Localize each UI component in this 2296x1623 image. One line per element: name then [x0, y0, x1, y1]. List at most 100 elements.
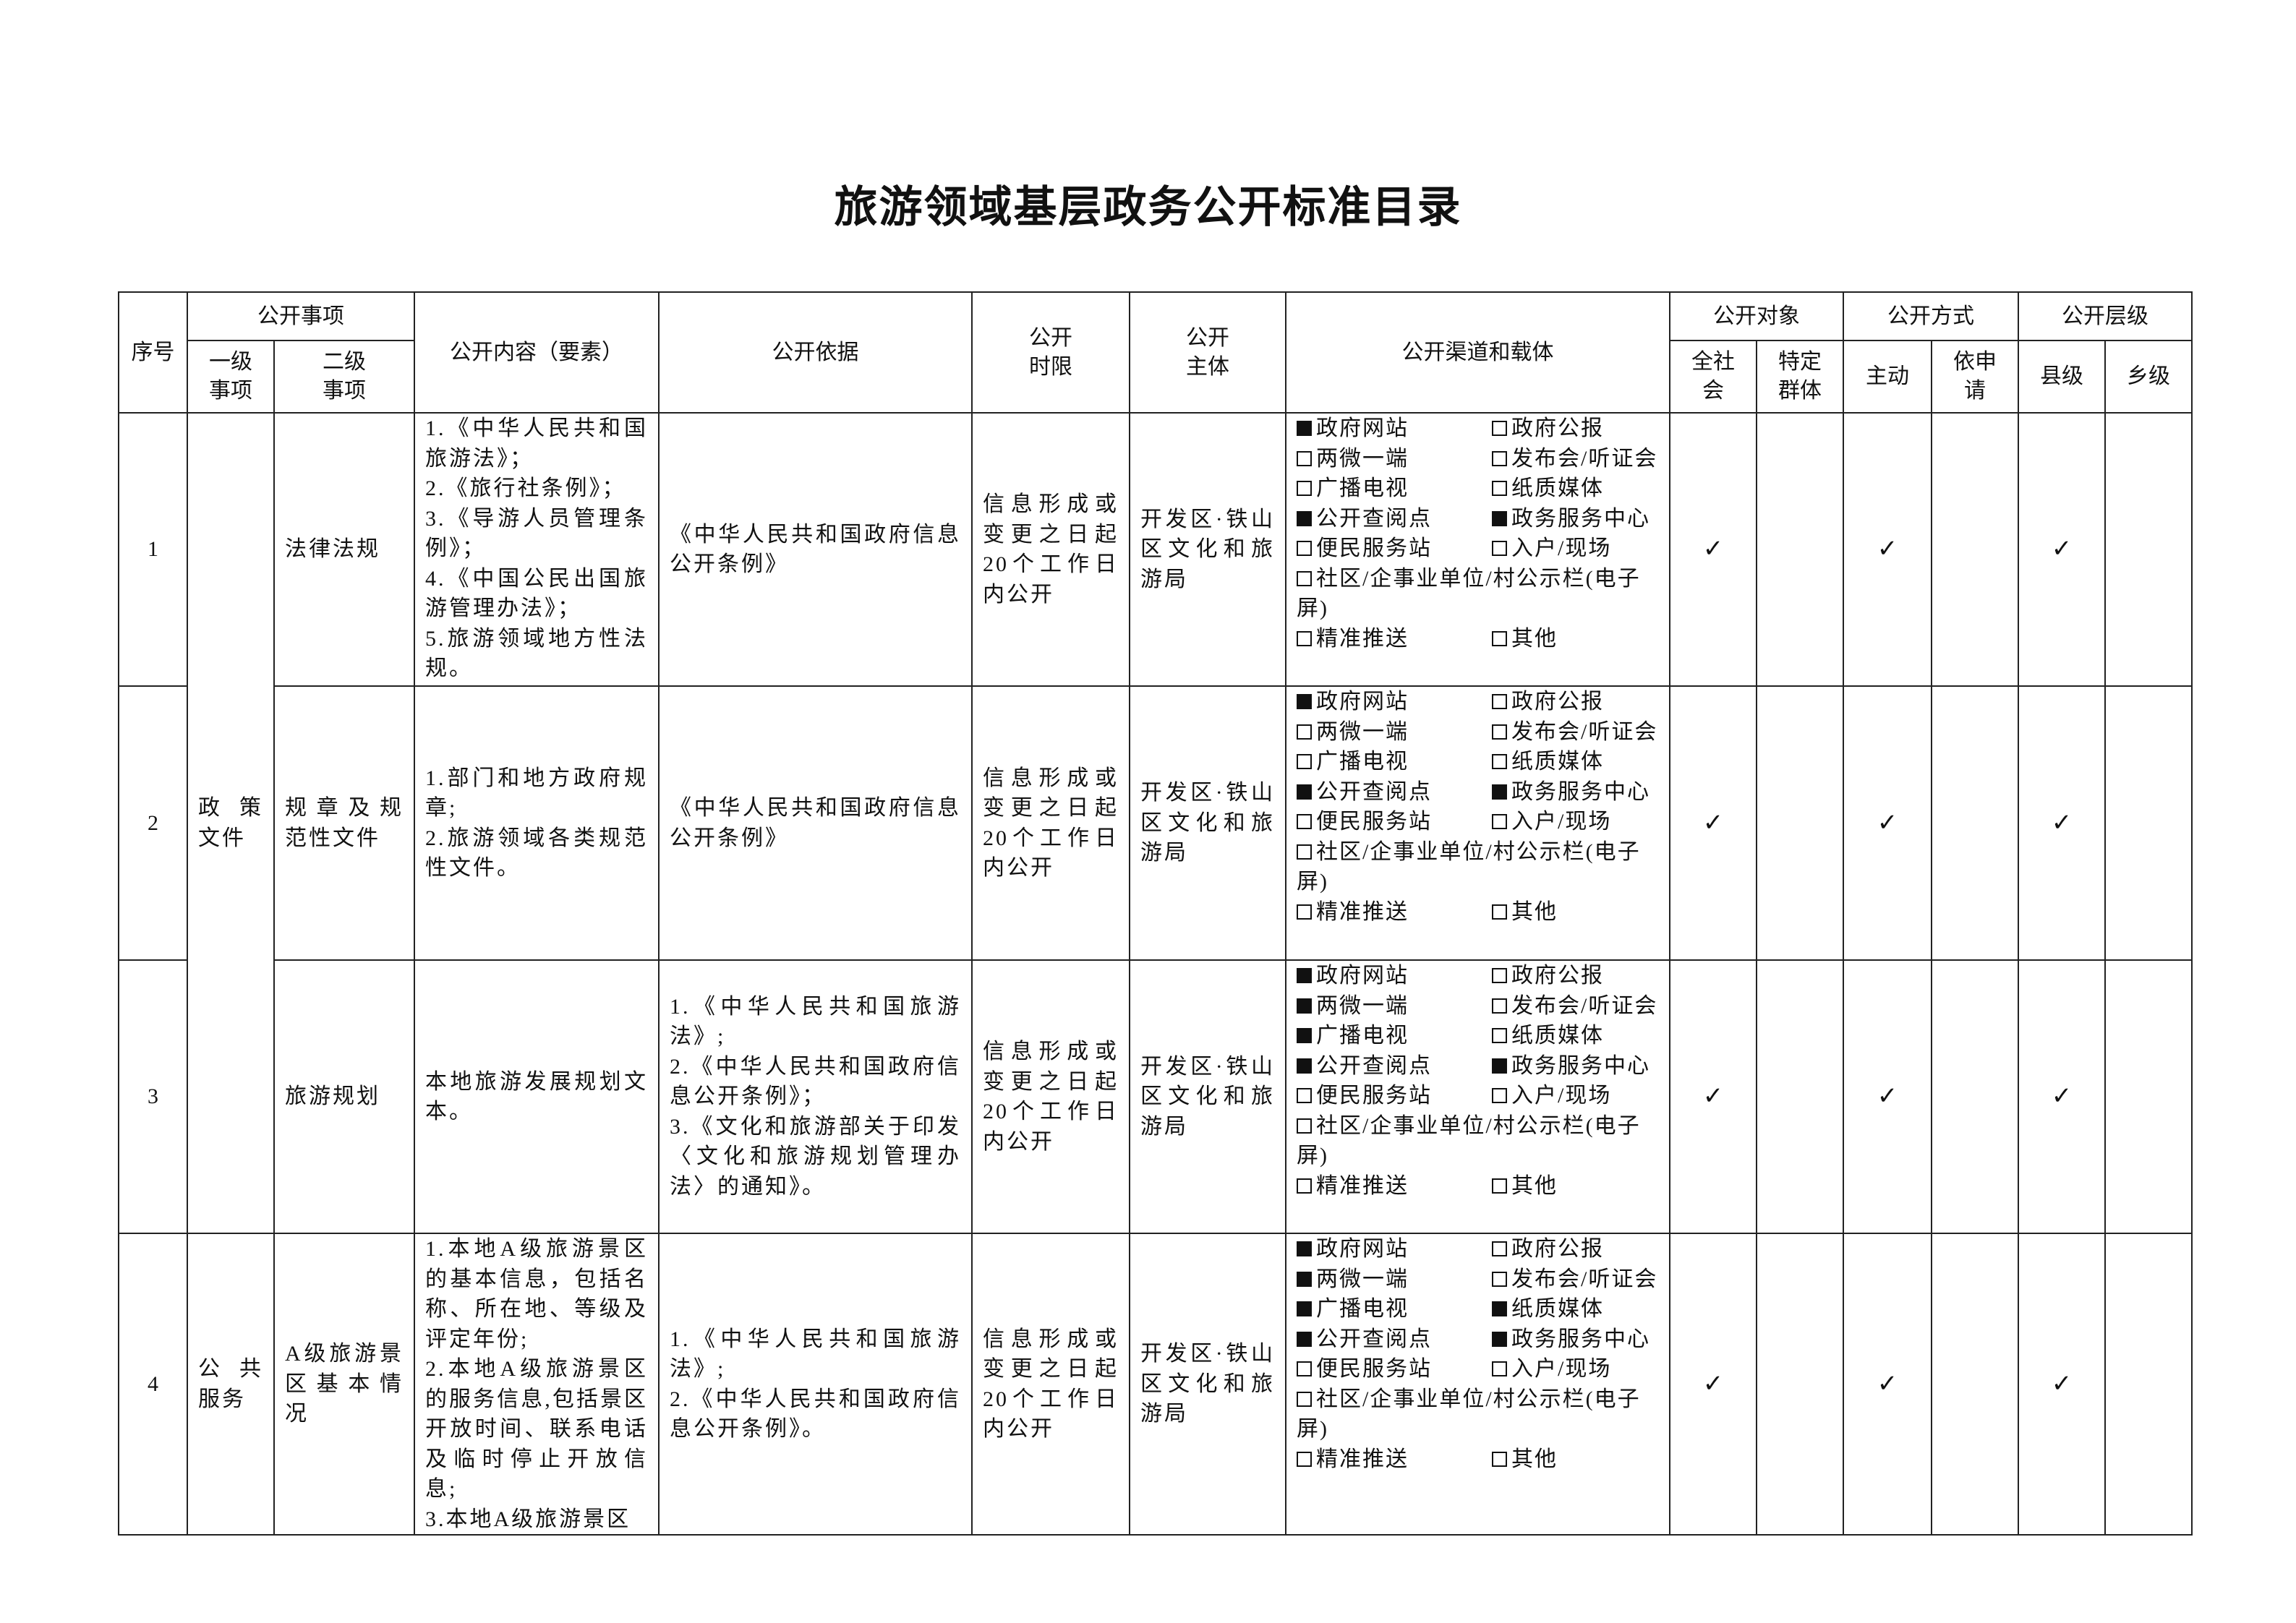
- header-level-township: 乡级: [2104, 340, 2193, 414]
- channel-item: 广播电视: [1297, 1021, 1492, 1051]
- check-icon: ✓: [1877, 1083, 1898, 1110]
- channel-item: 纸质媒体: [1492, 1024, 1604, 1048]
- check-icon: ✓: [1877, 536, 1898, 563]
- tick-all: ✓: [1669, 412, 1757, 687]
- content-line: 2.《旅行社条例》；: [425, 476, 626, 500]
- channel-item: 政务服务中心: [1492, 1327, 1650, 1351]
- channel-item: 公开查阅点: [1297, 1324, 1492, 1355]
- channel-item: 精准推送: [1297, 1444, 1492, 1475]
- channel-label: 社区/企事业单位/村公示栏(电子屏): [1297, 1113, 1641, 1168]
- channel-label: 政务服务中心: [1511, 506, 1650, 531]
- row-seq: 2: [118, 685, 188, 961]
- row-subject: 开发区·铁山区文化和旅游局: [1129, 1233, 1286, 1536]
- unchecked-box-icon: [1492, 814, 1507, 829]
- unchecked-box-icon: [1297, 1361, 1312, 1376]
- unchecked-box-icon: [1492, 754, 1507, 769]
- channel-label: 其他: [1511, 899, 1558, 924]
- header-time-limit: 公开时限: [971, 291, 1130, 414]
- tick-township: [2104, 412, 2193, 687]
- row-content: 1.《中华人民共和国旅游法》； 2.《旅行社条例》； 3.《导游人员管理条例》； 4.…: [414, 412, 660, 687]
- channel-label: 政府公报: [1511, 1237, 1604, 1261]
- tick-specific: [1756, 959, 1844, 1234]
- header-target-specific: 特定群体: [1756, 340, 1844, 414]
- channel-item: 便民服务站: [1297, 807, 1492, 837]
- unchecked-box-icon: [1297, 541, 1312, 556]
- header-level2: 二级事项: [273, 340, 415, 414]
- header-target: 公开对象: [1669, 291, 1844, 341]
- channel-item: 政务服务中心: [1492, 507, 1650, 531]
- channel-item: 发布会/听证会: [1492, 447, 1657, 471]
- basis-line: 2.《中华人民共和国政府信息公开条例》。: [670, 1387, 961, 1442]
- content-line: 5.旅游领域地方性法规。: [425, 626, 648, 681]
- channel-label: 两微一端: [1316, 1267, 1409, 1291]
- channel-label: 发布会/听证会: [1511, 446, 1658, 471]
- content-line: 1.《中华人民共和国旅游法》；: [425, 416, 648, 471]
- header-content: 公开内容（要素）: [414, 291, 660, 414]
- channel-item: 政务服务中心: [1492, 780, 1650, 804]
- channel-label: 广播电视: [1316, 1024, 1409, 1048]
- channel-item: 便民服务站: [1297, 534, 1492, 564]
- checked-box-icon: [1297, 784, 1312, 800]
- check-icon: ✓: [1877, 1370, 1898, 1397]
- channel-item: 入户/现场: [1492, 810, 1611, 834]
- checked-box-icon: [1297, 1058, 1312, 1074]
- channel-item: 其他: [1492, 1174, 1558, 1198]
- channel-label: 广播电视: [1316, 476, 1409, 500]
- row-time-limit: 信息形成或变更之日起20个工作日内公开: [971, 412, 1130, 687]
- row-subject: 开发区·铁山区文化和旅游局: [1129, 412, 1286, 687]
- unchecked-box-icon: [1492, 541, 1507, 556]
- channel-item: 发布会/听证会: [1492, 720, 1657, 744]
- basis-line: 3.《文化和旅游部关于印发〈文化和旅游规划管理办法〉的通知》。: [670, 1114, 961, 1199]
- row-channels: 政府网站 政府公报 两微一端 发布会/听证会 广播电视 纸质媒体 公开查阅点 政务服务中心 便民…: [1285, 959, 1670, 1234]
- catalog-table: 序号 公开事项 公开内容（要素） 公开依据 公开时限 公开主体 公开渠道和载体 …: [118, 291, 2193, 1536]
- unchecked-box-icon: [1492, 1451, 1507, 1467]
- unchecked-box-icon: [1492, 630, 1507, 646]
- channel-item: 广播电视: [1297, 474, 1492, 504]
- tick-township: [2104, 685, 2193, 961]
- check-icon: ✓: [1702, 809, 1724, 836]
- unchecked-box-icon: [1297, 1391, 1312, 1407]
- row-seq: 3: [118, 959, 188, 1234]
- channel-label: 入户/现场: [1511, 810, 1612, 834]
- channel-label: 政府网站: [1316, 416, 1409, 440]
- channel-item: 入户/现场: [1492, 1084, 1611, 1108]
- tick-active: ✓: [1843, 959, 1932, 1234]
- channel-item: 政府网站: [1297, 688, 1492, 717]
- channel-item: 精准推送: [1297, 624, 1492, 654]
- unchecked-box-icon: [1492, 450, 1507, 466]
- channel-item: 广播电视: [1297, 1294, 1492, 1324]
- channel-label: 政府网站: [1316, 964, 1409, 988]
- channel-label: 发布会/听证会: [1511, 719, 1658, 744]
- content-line: 1.部门和地方政府规章;: [425, 766, 648, 821]
- tick-all: ✓: [1669, 685, 1757, 961]
- header-subject-text: 公开主体: [1186, 325, 1229, 379]
- row-content: 本地旅游发展规划文本。: [414, 959, 660, 1234]
- channel-item: 政府公报: [1492, 1237, 1604, 1261]
- channel-label: 入户/现场: [1511, 536, 1612, 560]
- row-time-limit: 信息形成或变更之日起20个工作日内公开: [971, 685, 1130, 961]
- page-title: 旅游领域基层政务公开标准目录: [834, 184, 1462, 231]
- channel-label: 发布会/听证会: [1511, 993, 1658, 1018]
- channel-item: 便民服务站: [1297, 1354, 1492, 1384]
- tick-specific: [1756, 1233, 1844, 1536]
- basis-line: 《中华人民共和国政府信息公开条例》: [670, 796, 961, 850]
- channel-item: 政府公报: [1492, 690, 1604, 714]
- channel-label: 两微一端: [1316, 446, 1409, 471]
- table-row: 1 政策文件 法律法规 1.《中华人民共和国旅游法》； 2.《旅行社条例》； 3.《导游人…: [118, 412, 2193, 1234]
- header-method-active: 主动: [1843, 340, 1932, 414]
- header-seq: 序号: [118, 291, 188, 414]
- channel-item: 精准推送: [1297, 1171, 1492, 1202]
- row-channels: 政府网站 政府公报 两微一端 发布会/听证会 广播电视 纸质媒体 公开查阅点 政务服务中心 便民…: [1285, 685, 1670, 961]
- channel-label: 纸质媒体: [1511, 750, 1604, 774]
- tick-county: ✓: [2018, 1233, 2106, 1536]
- channel-label: 便民服务站: [1316, 536, 1432, 560]
- channel-label: 发布会/听证会: [1511, 1267, 1658, 1291]
- content-line: 1.本地A级旅游景区的基本信息，包括名称、所在地、等级及评定年份;: [425, 1237, 648, 1351]
- header-level2-text: 二级事项: [323, 350, 366, 403]
- unchecked-box-icon: [1492, 904, 1507, 920]
- tick-specific: [1756, 412, 1844, 687]
- tick-active: ✓: [1843, 685, 1932, 961]
- basis-line: 1.《中华人民共和国旅游法》;: [670, 1327, 961, 1382]
- channel-label: 纸质媒体: [1511, 1297, 1604, 1321]
- channel-label: 政务服务中心: [1511, 779, 1650, 804]
